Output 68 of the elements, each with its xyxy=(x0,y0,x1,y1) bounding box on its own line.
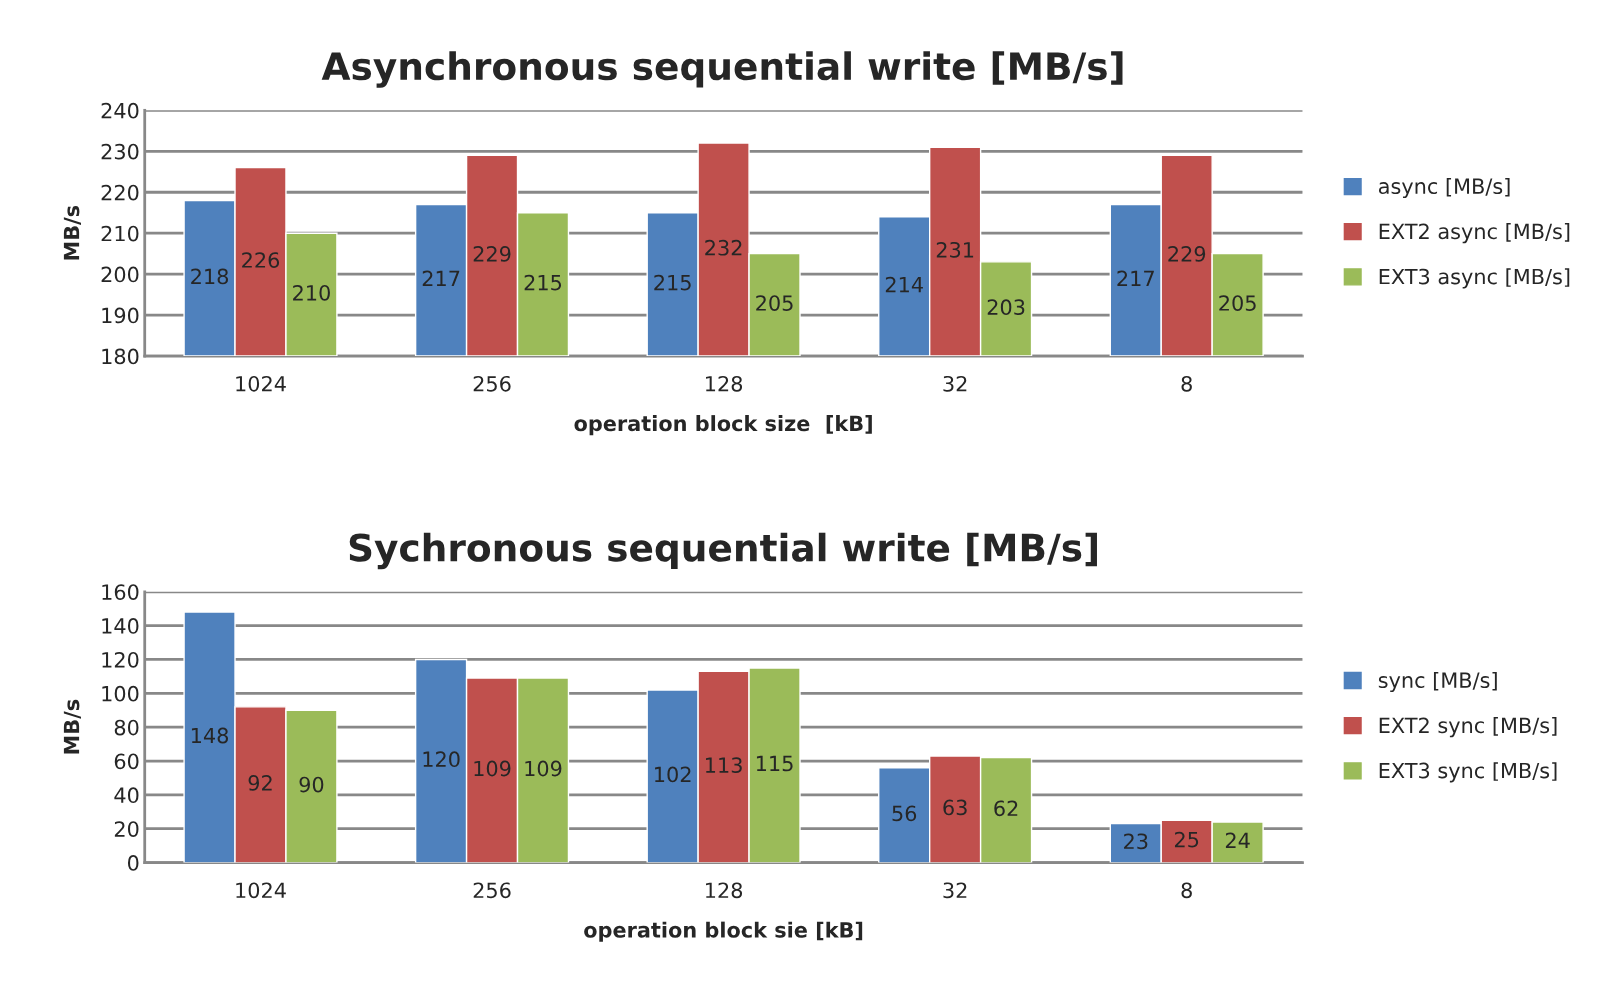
legend-label: EXT3 async [MB/s] xyxy=(1379,268,1570,289)
legend-label: async [MB/s] xyxy=(1378,177,1510,199)
chart-title: Asynchronous sequential write [MB/s] xyxy=(321,51,1123,88)
legend-label: sync [MB/s] xyxy=(1378,671,1497,693)
data-label: 232 xyxy=(705,239,742,256)
data-label: 203 xyxy=(987,299,1025,316)
y-axis-title: MB/s xyxy=(63,205,82,260)
data-label: 23 xyxy=(1124,833,1148,850)
data-label: 62 xyxy=(994,800,1018,817)
data-label: 231 xyxy=(936,241,974,258)
y-tick-label: 20 xyxy=(114,821,139,837)
y-tick-label: 80 xyxy=(114,719,139,736)
chart-title: Sychronous sequential write [MB/s] xyxy=(349,532,1097,570)
y-tick-label: 230 xyxy=(101,143,139,160)
data-label: 210 xyxy=(293,284,330,301)
data-label: 63 xyxy=(943,799,967,816)
x-tick-label: 1024 xyxy=(236,882,286,899)
x-tick-label: 32 xyxy=(943,375,967,392)
data-label: 215 xyxy=(524,274,562,291)
data-label: 229 xyxy=(473,246,511,262)
data-label: 205 xyxy=(756,295,793,311)
data-label: 24 xyxy=(1225,832,1250,849)
data-label: 102 xyxy=(655,766,691,783)
data-label: 215 xyxy=(654,274,691,291)
y-tick-label: 100 xyxy=(102,685,139,702)
data-label: 56 xyxy=(892,805,917,822)
data-label: 226 xyxy=(242,252,280,268)
x-tick-label: 8 xyxy=(1181,375,1192,392)
y-tick-label: 160 xyxy=(102,584,139,600)
x-tick-label: 128 xyxy=(706,882,743,899)
data-label: 214 xyxy=(885,276,923,293)
y-tick-label: 240 xyxy=(101,102,139,119)
y-tick-label: 60 xyxy=(114,753,139,770)
y-tick-label: 210 xyxy=(101,225,139,242)
y-tick-label: 190 xyxy=(102,307,139,324)
x-axis-title: operation block sie [kB] xyxy=(584,921,863,942)
legend-label: EXT2 sync [MB/s] xyxy=(1379,717,1557,738)
x-tick-label: 256 xyxy=(473,882,511,899)
data-label: 148 xyxy=(191,727,229,744)
y-tick-label: 220 xyxy=(101,184,139,201)
data-label: 90 xyxy=(299,776,324,793)
data-label: 218 xyxy=(191,268,229,285)
y-tick-label: 200 xyxy=(101,266,139,283)
data-label: 115 xyxy=(756,755,793,772)
y-tick-label: 140 xyxy=(102,618,139,634)
data-label: 109 xyxy=(474,760,511,777)
legend-label: EXT3 sync [MB/s] xyxy=(1379,762,1557,783)
y-axis-title: MB/s xyxy=(63,699,82,754)
y-tick-label: 120 xyxy=(102,651,139,668)
data-label: 109 xyxy=(525,760,562,777)
data-label: 217 xyxy=(422,270,460,287)
y-tick-label: 40 xyxy=(114,787,139,804)
data-label: 217 xyxy=(1117,270,1154,287)
x-tick-label: 8 xyxy=(1181,882,1192,899)
data-label: 92 xyxy=(248,775,272,791)
x-tick-label: 256 xyxy=(473,375,511,392)
y-tick-label: 180 xyxy=(102,348,139,365)
data-label: 113 xyxy=(706,757,742,773)
x-tick-label: 128 xyxy=(706,375,743,392)
x-tick-label: 1024 xyxy=(236,375,286,392)
x-axis-title: operation block size [kB] xyxy=(574,415,872,436)
x-tick-label: 32 xyxy=(943,882,967,899)
y-tick-label: 0 xyxy=(127,855,139,871)
data-label: 229 xyxy=(1168,246,1206,262)
data-label: 25 xyxy=(1174,831,1199,848)
data-label: 205 xyxy=(1219,295,1256,311)
data-label: 120 xyxy=(423,751,460,768)
legend-label: EXT2 async [MB/s] xyxy=(1379,223,1570,244)
